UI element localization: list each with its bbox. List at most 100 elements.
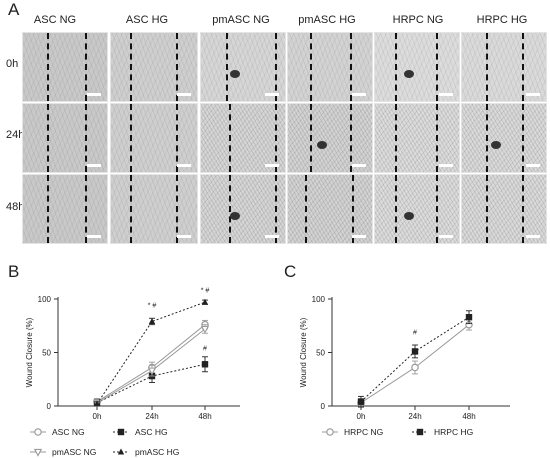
data-point bbox=[148, 317, 156, 325]
micrograph-tile bbox=[110, 174, 198, 244]
wound-edge-line bbox=[274, 33, 277, 101]
column-header: ASC HG bbox=[125, 14, 169, 26]
series-line bbox=[96, 301, 206, 405]
micrograph-tile bbox=[110, 32, 198, 102]
data-point bbox=[93, 400, 101, 407]
wound-edge-line bbox=[485, 104, 488, 172]
legend-label: pmASC NG bbox=[52, 447, 96, 457]
data-point bbox=[117, 448, 125, 455]
column-header: HRPC NG bbox=[392, 14, 444, 26]
data-point bbox=[416, 428, 424, 436]
wound-edge-line bbox=[129, 104, 132, 172]
wound-edge-line bbox=[351, 175, 354, 243]
wound-edge-line bbox=[46, 175, 49, 243]
scale-bar bbox=[177, 164, 191, 167]
row-header: 24h bbox=[6, 129, 25, 141]
y-tick-label: 100 bbox=[38, 295, 52, 304]
scale-bar bbox=[87, 235, 101, 238]
micrograph-tile bbox=[461, 32, 547, 102]
scale-bar bbox=[87, 93, 101, 96]
legend-label: HRPC HG bbox=[434, 427, 473, 437]
wound-edge-line bbox=[350, 104, 353, 172]
wound-edge-line bbox=[309, 33, 312, 101]
scale-bar bbox=[265, 164, 279, 167]
significance-label: * # bbox=[148, 303, 157, 310]
y-tick-label: 100 bbox=[312, 295, 326, 304]
data-point bbox=[117, 428, 125, 436]
data-point bbox=[357, 398, 365, 405]
micrograph-tile bbox=[22, 103, 108, 173]
data-point bbox=[147, 367, 157, 376]
data-point bbox=[34, 428, 42, 436]
micrograph-tile bbox=[287, 174, 373, 244]
scale-bar bbox=[352, 93, 366, 96]
data-point bbox=[201, 298, 209, 305]
debris-spot bbox=[230, 212, 241, 221]
scale-bar bbox=[439, 93, 453, 96]
micrograph-tile bbox=[287, 32, 373, 102]
wound-edge-line bbox=[274, 175, 277, 243]
micrograph-tile bbox=[200, 103, 286, 173]
wound-edge-line bbox=[175, 33, 178, 101]
scale-bar bbox=[526, 93, 540, 96]
data-point bbox=[200, 325, 210, 334]
significance-label: # bbox=[413, 329, 417, 336]
y-tick-label: 0 bbox=[321, 402, 326, 411]
wound-edge-line bbox=[129, 33, 132, 101]
wound-edge-line bbox=[350, 33, 353, 101]
wound-edge-line bbox=[226, 33, 229, 101]
wound-edge-line bbox=[228, 104, 231, 172]
micrograph-tile bbox=[461, 174, 547, 244]
wound-edge-line bbox=[175, 104, 178, 172]
debris-spot bbox=[491, 141, 502, 150]
wound-edge-line bbox=[46, 33, 49, 101]
scale-bar bbox=[352, 164, 366, 167]
scale-bar bbox=[265, 235, 279, 238]
scale-bar bbox=[352, 235, 366, 238]
scale-bar bbox=[177, 235, 191, 238]
micrograph-tile bbox=[200, 174, 286, 244]
legend-label: pmASC HG bbox=[135, 447, 179, 457]
wound-edge-line bbox=[274, 104, 277, 172]
wound-edge-line bbox=[395, 33, 398, 101]
data-point bbox=[411, 363, 419, 372]
wound-edge-line bbox=[436, 33, 439, 101]
scale-bar bbox=[177, 93, 191, 96]
wound-edge-line bbox=[228, 175, 231, 243]
significance-label: * # bbox=[201, 288, 210, 295]
legend-label: HRPC NG bbox=[344, 427, 383, 437]
row-header: 0h bbox=[6, 58, 19, 70]
wound-edge-line bbox=[485, 33, 488, 101]
x-tick-label: 24h bbox=[145, 412, 158, 421]
wound-edge-line bbox=[522, 104, 525, 172]
y-axis-label: Wound Closure (%) bbox=[25, 317, 34, 387]
column-header: pmASC HG bbox=[298, 14, 356, 26]
scale-bar bbox=[439, 164, 453, 167]
wound-edge-line bbox=[522, 175, 525, 243]
scale-bar bbox=[526, 235, 540, 238]
wound-edge-line bbox=[175, 175, 178, 243]
data-point bbox=[326, 428, 334, 436]
micrograph-tile bbox=[287, 103, 373, 173]
significance-label: # bbox=[203, 345, 207, 352]
micrograph-tile bbox=[374, 32, 460, 102]
panel-letter: C bbox=[284, 262, 296, 281]
y-tick-label: 50 bbox=[42, 349, 51, 358]
wound-edge-line bbox=[85, 175, 88, 243]
micrograph-tile bbox=[110, 103, 198, 173]
wound-edge-line bbox=[46, 104, 49, 172]
y-tick-label: 0 bbox=[47, 402, 52, 411]
wound-edge-line bbox=[85, 33, 88, 101]
wound-edge-line bbox=[522, 33, 525, 101]
y-axis-label: Wound Closure (%) bbox=[299, 317, 308, 387]
debris-spot bbox=[404, 212, 415, 221]
wound-edge-line bbox=[395, 104, 398, 172]
x-tick-label: 0h bbox=[93, 412, 102, 421]
x-tick-label: 48h bbox=[462, 412, 475, 421]
wound-edge-line bbox=[85, 104, 88, 172]
panel-letter: B bbox=[8, 262, 19, 281]
data-point bbox=[465, 313, 473, 321]
scale-bar bbox=[265, 93, 279, 96]
legend-label: ASC HG bbox=[135, 427, 168, 437]
